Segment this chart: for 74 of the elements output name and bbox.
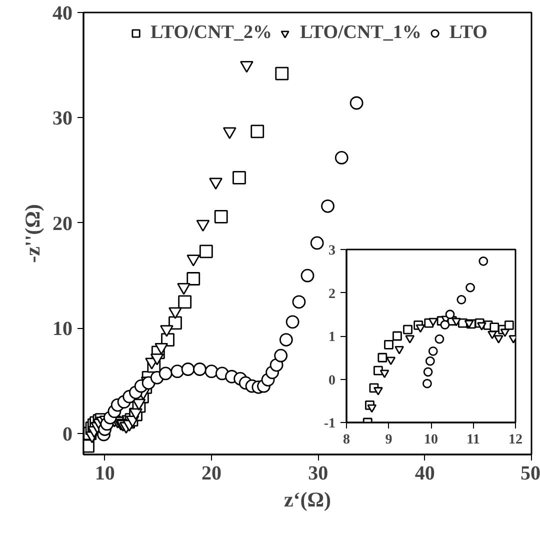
point (422, 378, 432, 388)
x-tick-label: 10 (424, 432, 438, 448)
x-tick-label: 12 (508, 432, 522, 448)
point (250, 124, 264, 138)
point (452, 318, 462, 326)
point (500, 328, 510, 337)
x-axis-title: z‘(Ω) (284, 488, 332, 512)
point (428, 318, 438, 326)
y-tick-label: 0 (62, 423, 72, 446)
point (434, 334, 444, 344)
point (193, 362, 206, 376)
x-tick-label: 10 (94, 462, 115, 484)
y-tick-label: 0 (328, 373, 336, 388)
point (384, 340, 394, 350)
point (378, 352, 388, 362)
point (416, 324, 426, 333)
point (440, 320, 450, 330)
y-tick-label: 1 (328, 330, 336, 345)
y-tick-label: -1 (324, 416, 336, 432)
x-tick-label: 40 (414, 462, 435, 484)
point (181, 362, 195, 376)
point (428, 346, 438, 356)
point (199, 244, 213, 258)
point (367, 404, 377, 413)
point (292, 295, 306, 309)
y-tick-label: 40 (52, 2, 72, 24)
point (380, 370, 390, 378)
x-tick-label: 8 (343, 432, 350, 448)
point (373, 366, 383, 376)
point (275, 66, 289, 80)
y-axis-title: -z''(Ω) (20, 204, 44, 263)
point (170, 364, 184, 378)
x-tick-label: 50 (520, 462, 540, 484)
point (279, 333, 293, 346)
point (178, 295, 192, 309)
point (158, 366, 172, 380)
point (488, 330, 497, 340)
point (232, 171, 246, 184)
x-tick-label: 9 (385, 432, 392, 448)
legend-label: LTO/CNT_1% (300, 22, 422, 44)
y-tick-label: 2 (328, 286, 336, 302)
point (403, 324, 412, 334)
point (386, 356, 396, 366)
point (423, 367, 433, 377)
point (392, 331, 402, 341)
point (504, 320, 514, 330)
point (310, 236, 324, 250)
y-tick-label: 3 (328, 244, 336, 258)
point (214, 210, 228, 224)
point (456, 294, 466, 304)
point (477, 322, 486, 331)
legend-label: LTO (449, 22, 488, 44)
y-tick-label: 20 (52, 212, 72, 235)
point (466, 282, 475, 292)
point (394, 346, 404, 354)
point (445, 310, 455, 320)
point (204, 364, 218, 378)
point (425, 356, 435, 366)
point (274, 348, 288, 362)
legend-label: LTO/CNT_2% (150, 22, 272, 44)
y-tick-label: 30 (52, 108, 72, 130)
point (321, 199, 334, 213)
point (478, 256, 488, 266)
x-tick-label: 20 (202, 462, 222, 484)
y-tick-label: 10 (52, 318, 72, 340)
point (350, 96, 364, 110)
point (286, 315, 300, 329)
point (373, 387, 383, 396)
point (300, 268, 314, 282)
x-tick-label: 11 (466, 432, 480, 448)
point (334, 151, 348, 164)
point (405, 335, 415, 344)
point (494, 335, 504, 344)
point (186, 272, 200, 286)
